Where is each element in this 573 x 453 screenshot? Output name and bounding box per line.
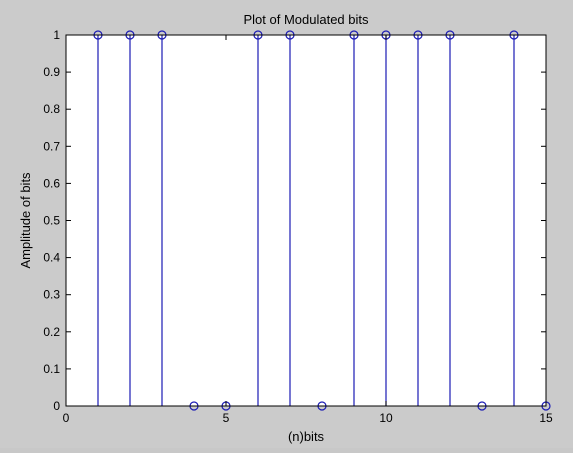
y-tick-label: 1 (53, 28, 60, 42)
y-tick-label: 0 (53, 399, 60, 413)
y-tick-label: 0.6 (43, 176, 60, 190)
x-ticks: 0 5 10 15 (63, 35, 553, 425)
chart-title: Plot of Modulated bits (243, 12, 369, 27)
x-axis-label: (n)bits (288, 429, 325, 444)
x-tick-label: 0 (63, 411, 70, 425)
y-tick-label: 0.1 (43, 362, 60, 376)
y-tick-label: 0.7 (43, 139, 60, 153)
y-tick-label: 0.4 (43, 251, 60, 265)
x-tick-label: 10 (379, 411, 393, 425)
stem-series (93, 30, 551, 411)
y-tick-label: 0.5 (43, 214, 60, 228)
y-tick-label: 0.3 (43, 288, 60, 302)
axes-background (66, 35, 546, 406)
y-tick-label: 0.8 (43, 102, 60, 116)
x-tick-label: 5 (223, 411, 230, 425)
x-tick-label: 15 (539, 411, 553, 425)
y-axis-label: Amplitude of bits (18, 172, 33, 269)
y-ticks: 0 0.1 0.2 0.3 0.4 0.5 0.6 0.7 0.8 0.9 1 (43, 28, 546, 413)
y-tick-label: 0.2 (43, 325, 60, 339)
y-tick-label: 0.9 (43, 65, 60, 79)
